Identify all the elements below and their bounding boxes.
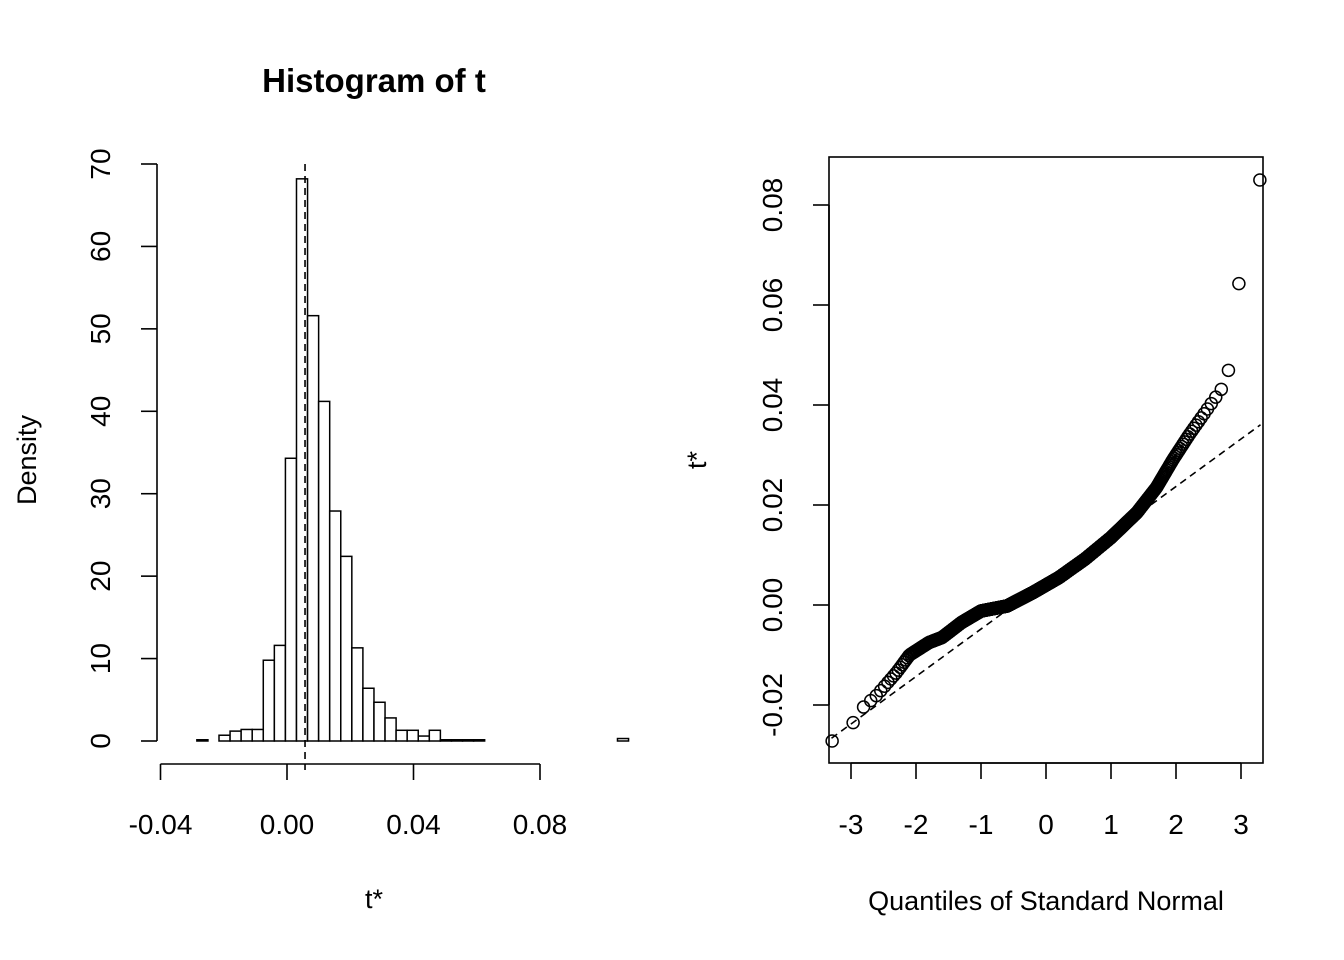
qq-x-tick-label-6: 3 <box>1233 809 1249 840</box>
qq-x-tick-label-4: 1 <box>1103 809 1119 840</box>
qq-points <box>825 173 1267 748</box>
histogram-y-tick-label-3: 30 <box>85 478 116 509</box>
qq-point-989 <box>1189 418 1203 432</box>
qq-plot-panel: Quantiles of Standard Normal t* -3 -2 -1 0 1… <box>682 156 1267 916</box>
qq-point-998 <box>1232 276 1246 291</box>
qq-point-991 <box>1194 411 1208 425</box>
histogram-title: Histogram of t <box>262 62 486 99</box>
histogram-bar-13 <box>317 400 331 742</box>
histogram-bar-2 <box>196 739 209 742</box>
histogram-bar-17 <box>362 687 375 742</box>
histogram-bar-16 <box>351 647 364 742</box>
qq-x-tick-label-2: -1 <box>969 809 994 840</box>
histogram-bar-20 <box>395 729 408 742</box>
qq-y-tick-label-5: 0.08 <box>757 178 788 233</box>
histogram-bar-14 <box>328 510 342 742</box>
qq-x-tick-label-3: 0 <box>1038 809 1054 840</box>
qq-point-999 <box>1253 173 1267 187</box>
histogram-bar-10 <box>284 457 298 742</box>
histogram-bar-9 <box>273 644 287 742</box>
histogram-bar-7 <box>251 728 265 742</box>
qq-x-axis: -3 -2 -1 0 1 2 3 <box>839 762 1249 840</box>
qq-x-tick-label-0: -3 <box>839 809 864 840</box>
histogram-bar-21 <box>406 729 419 742</box>
qq-y-tick-label-4: 0.06 <box>757 278 788 333</box>
qq-point-997 <box>1221 363 1236 378</box>
histogram-bar-5 <box>229 730 242 742</box>
histogram-bar-19 <box>384 717 397 742</box>
histogram-y-axis-label: Density <box>12 414 42 505</box>
qq-plot-box <box>828 156 1264 764</box>
qq-x-axis-label: Quantiles of Standard Normal <box>868 886 1224 916</box>
histogram-x-axis: -0.04 0.00 0.04 0.08 <box>129 763 568 840</box>
histogram-y-tick-label-0: 0 <box>85 733 116 749</box>
histogram-bars <box>196 178 630 742</box>
histogram-bar-26 <box>461 739 475 742</box>
histogram-x-tick-label-2: 0.04 <box>386 809 441 840</box>
histogram-x-axis-label: t* <box>365 884 384 914</box>
histogram-bar-27 <box>472 739 486 742</box>
histogram-bar-25 <box>450 739 464 742</box>
histogram-x-tick-label-3: 0.08 <box>513 809 568 840</box>
qq-point-6 <box>873 683 888 698</box>
histogram-y-tick-label-7: 70 <box>85 148 116 179</box>
qq-y-tick-label-2: 0.02 <box>757 478 788 533</box>
histogram-y-tick-label-4: 40 <box>85 396 116 427</box>
qq-point-1 <box>825 734 839 748</box>
histogram-bar-4 <box>218 734 231 742</box>
histogram-y-tick-label-6: 60 <box>85 231 116 262</box>
histogram-bar-12 <box>306 314 320 742</box>
histogram-x-tick-label-0: -0.04 <box>129 809 193 840</box>
qq-y-axis: -0.02 0.00 0.02 0.04 0.06 0.08 <box>757 178 830 737</box>
histogram-y-axis: 0 10 20 30 40 50 60 70 <box>85 148 158 749</box>
histogram-bar-15 <box>340 555 353 742</box>
histogram-bar-24 <box>439 739 453 742</box>
histogram-bar-11 <box>295 178 309 742</box>
histogram-y-tick-label-5: 50 <box>85 313 116 344</box>
qq-y-tick-label-1: 0.00 <box>757 578 788 633</box>
histogram-bar-18 <box>373 701 386 742</box>
histogram-panel: Histogram of t t* Density -0.04 0.00 0.04 0… <box>12 62 630 914</box>
qq-x-tick-label-1: -2 <box>904 809 929 840</box>
qq-y-axis-label: t* <box>682 451 712 470</box>
histogram-bar-23 <box>428 729 442 742</box>
qq-point-3 <box>856 700 871 714</box>
histogram-bar-40 <box>616 737 630 742</box>
qq-point-2 <box>846 715 860 730</box>
qq-y-tick-label-3: 0.04 <box>757 378 788 433</box>
qq-point-5 <box>869 688 883 703</box>
qq-x-tick-label-5: 2 <box>1168 809 1184 840</box>
histogram-bar-22 <box>417 735 431 742</box>
histogram-bar-8 <box>262 659 276 742</box>
histogram-bar-6 <box>240 728 253 742</box>
histogram-x-tick-label-1: 0.00 <box>260 809 315 840</box>
histogram-y-tick-label-2: 20 <box>85 561 116 592</box>
qq-y-tick-label-0: -0.02 <box>757 673 788 737</box>
histogram-y-tick-label-1: 10 <box>85 643 116 674</box>
qq-point-996 <box>1214 382 1229 397</box>
